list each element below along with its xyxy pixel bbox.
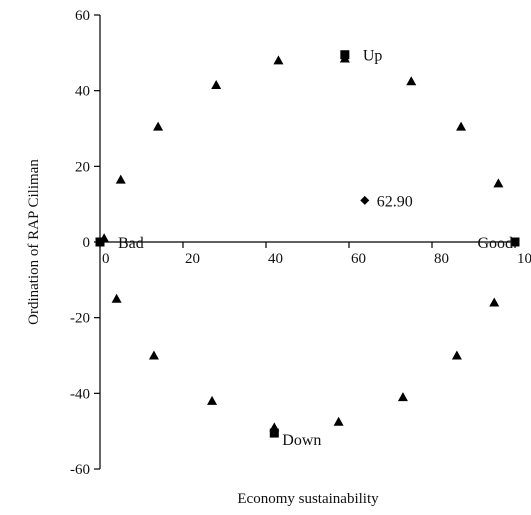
- y-tick-label-0: 0: [83, 235, 91, 251]
- triangle-point: [273, 55, 284, 65]
- axes: [99, 15, 515, 469]
- y-tick-label--20: -20: [70, 311, 90, 327]
- x-tick-label-80: 80: [434, 251, 449, 267]
- ticks: 60 40 20 0 -20 -40 -60 0 20 40 60 80 100: [70, 8, 531, 478]
- x-axis-title: Economy sustainability: [237, 491, 379, 507]
- square-point: [269, 428, 279, 438]
- y-tick-label--40: -40: [70, 386, 90, 402]
- point-label-down: Down: [282, 432, 321, 449]
- point-label-good: Good: [477, 235, 513, 252]
- x-tick-label-20: 20: [185, 251, 200, 267]
- triangle-point: [115, 174, 126, 184]
- diamond-point: [360, 195, 370, 205]
- x-tick-label-60: 60: [351, 251, 366, 267]
- triangle-point: [333, 416, 344, 426]
- triangle-point: [489, 297, 500, 307]
- triangle-point: [456, 121, 467, 131]
- triangle-point: [451, 350, 462, 360]
- square-point: [510, 237, 520, 247]
- y-axis-title: Ordination of RAP Ciliman: [26, 159, 42, 325]
- x-tick-label-40: 40: [268, 251, 283, 267]
- square-point: [95, 237, 105, 247]
- triangle-point: [148, 350, 159, 360]
- y-tick-label-40: 40: [75, 84, 90, 100]
- y-tick-label-20: 20: [75, 159, 90, 175]
- x-tick-label-100: 100: [517, 251, 531, 267]
- x-tick-label-0: 0: [102, 251, 110, 267]
- triangle-point: [211, 79, 222, 89]
- triangle-point: [207, 395, 218, 405]
- y-tick-label-60: 60: [75, 8, 90, 24]
- triangle-point: [397, 392, 408, 402]
- triangle-point: [406, 76, 417, 86]
- triangle-point: [493, 178, 504, 188]
- triangle-point: [111, 293, 122, 303]
- point-label-bad: Bad: [118, 235, 144, 252]
- square-point: [340, 50, 350, 60]
- point-label-up: Up: [363, 48, 383, 65]
- y-tick-label--60: -60: [70, 462, 90, 478]
- triangle-point: [153, 121, 164, 131]
- point-label-62-90: 62.90: [377, 193, 413, 210]
- annotations: Bad Good Up Down 62.90: [118, 48, 513, 449]
- data-marks: [95, 50, 520, 438]
